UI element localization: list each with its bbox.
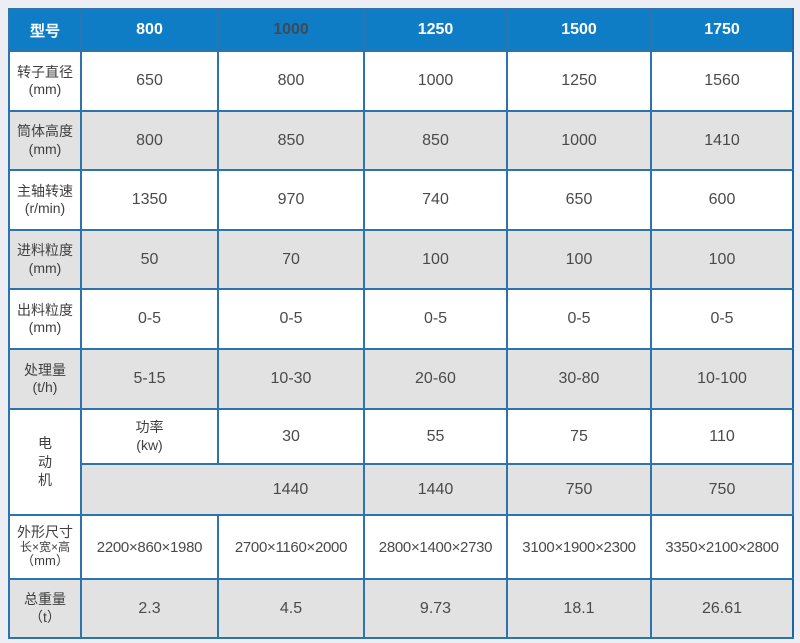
value-cell: 970 <box>217 169 365 231</box>
value-cell: 4.5 <box>217 578 365 639</box>
table-row-feed-size: 进料粒度 (mm) 50 70 100 100 100 <box>8 229 794 290</box>
model-header-cell: 1750 <box>650 8 794 52</box>
row-label: 筒体高度 (mm) <box>8 110 82 171</box>
value-cell: 2.3 <box>80 578 219 639</box>
model-header-cell: 1500 <box>506 8 652 52</box>
value-cell: 10-100 <box>650 348 794 410</box>
table-row-rotor-diameter: 转子直径 (mm) 650 800 1000 1250 1560 <box>8 50 794 112</box>
value-cell: 650 <box>80 50 219 112</box>
table-row-total-weight: 总重量 （t） 2.3 4.5 9.73 18.1 26.61 <box>8 578 794 639</box>
row-label-name: 进料粒度 <box>17 242 73 258</box>
motor-label-text: 电动机 <box>38 434 52 489</box>
motor-power-label: 功率 (kw) <box>80 408 219 465</box>
value-cell: 2200×860×1980 <box>80 514 219 580</box>
dims-label-line1: 外形尺寸 <box>17 524 73 541</box>
value-cell: 100 <box>650 229 794 290</box>
value-cell: 750 <box>650 463 794 516</box>
row-label-unit: (t/h) <box>32 379 58 395</box>
value-cell: 1410 <box>650 110 794 171</box>
model-header-cell: 1250 <box>363 8 508 52</box>
row-label-unit: (mm) <box>28 259 62 276</box>
row-label-name: 出料粒度 <box>17 301 73 318</box>
value-cell: 740 <box>363 169 508 231</box>
table-row-capacity: 处理量 (t/h) 5-15 10-30 20-60 30-80 10-100 <box>8 348 794 410</box>
value-cell: 26.61 <box>650 578 794 639</box>
value-cell: 3100×1900×2300 <box>506 514 652 580</box>
table-row-spindle-speed: 主轴转速 (r/min) 1350 970 740 650 600 <box>8 169 794 231</box>
row-label: 转子直径 (mm) <box>8 50 82 112</box>
dims-label-line3: （mm） <box>21 553 69 569</box>
value-cell: 30-80 <box>506 348 652 410</box>
value-cell: 0-5 <box>80 288 219 350</box>
table-row-motor-power: 电动机 功率 (kw) 30 55 75 110 <box>8 408 794 516</box>
value-cell: 0-5 <box>217 288 365 350</box>
motor-power-label-name: 功率 <box>135 419 164 435</box>
value-cell: 750 <box>506 463 652 516</box>
value-cell: 0-5 <box>363 288 508 350</box>
model-header-cell: 800 <box>80 8 219 52</box>
model-header-cell: 1000 <box>217 8 365 52</box>
value-cell: 3350×2100×2800 <box>650 514 794 580</box>
row-label-unit: （t） <box>29 608 61 625</box>
value-cell: 600 <box>650 169 794 231</box>
value-cell: 800 <box>217 50 365 112</box>
value-cell: 100 <box>363 229 508 290</box>
value-cell: 1440 <box>363 463 508 516</box>
value-cell: 1350 <box>80 169 219 231</box>
value-cell: 1000 <box>363 50 508 112</box>
row-label-name: 转子直径 <box>17 63 73 80</box>
row-label: 进料粒度 (mm) <box>8 229 82 290</box>
value-cell: 30 <box>217 408 365 465</box>
value-cell: 1560 <box>650 50 794 112</box>
value-cell: 55 <box>363 408 508 465</box>
value-cell: 650 <box>506 169 652 231</box>
row-label: 出料粒度 (mm) <box>8 288 82 350</box>
row-label-name: 总重量 <box>24 591 66 607</box>
row-label: 处理量 (t/h) <box>8 348 82 410</box>
value-cell: 1440 <box>218 463 365 516</box>
value-cell: 850 <box>363 110 508 171</box>
value-cell: 5-15 <box>80 348 219 410</box>
value-cell: 75 <box>506 408 652 465</box>
value-cell: 110 <box>650 408 794 465</box>
row-label-unit: (mm) <box>28 319 62 335</box>
header-row: 型号 800 1000 1250 1500 1750 <box>8 8 794 52</box>
value-cell: 800 <box>80 110 219 171</box>
value-cell: 850 <box>217 110 365 171</box>
value-cell: 70 <box>217 229 365 290</box>
row-label-unit: (r/min) <box>24 200 66 216</box>
value-cell: 2700×1160×2000 <box>217 514 365 580</box>
value-cell: 1000 <box>506 110 652 171</box>
row-label: 总重量 （t） <box>8 578 82 639</box>
row-label-name: 筒体高度 <box>17 123 73 139</box>
row-label-name: 主轴转速 <box>17 182 73 199</box>
value-cell: 18.1 <box>506 578 652 639</box>
value-cell: 100 <box>506 229 652 290</box>
row-label-name: 处理量 <box>24 361 66 378</box>
table-row-dimensions: 外形尺寸 长×宽×高 （mm） 2200×860×1980 2700×1160×… <box>8 514 794 580</box>
table-row-body-height: 筒体高度 (mm) 800 850 850 1000 1410 <box>8 110 794 171</box>
spec-table: 型号 800 1000 1250 1500 1750 转子直径 (mm) 650… <box>8 8 794 639</box>
row-label: 外形尺寸 长×宽×高 （mm） <box>8 514 82 580</box>
value-cell: 0-5 <box>506 288 652 350</box>
dims-label-line2: 长×宽×高 <box>19 539 71 554</box>
value-cell: 20-60 <box>363 348 508 410</box>
model-label-cell: 型号 <box>8 8 82 52</box>
table-row-motor-speed: 1440 1440 750 750 750 <box>9 463 794 516</box>
value-cell: 9.73 <box>363 578 508 639</box>
value-cell: 1250 <box>506 50 652 112</box>
row-label-unit: (mm) <box>28 140 62 157</box>
motor-speed-label-empty <box>80 463 218 516</box>
motor-group-label: 电动机 <box>8 408 82 516</box>
row-label: 主轴转速 (r/min) <box>8 169 82 231</box>
value-cell: 50 <box>80 229 219 290</box>
table-row-discharge-size: 出料粒度 (mm) 0-5 0-5 0-5 0-5 0-5 <box>8 288 794 350</box>
value-cell: 0-5 <box>650 288 794 350</box>
row-label-unit: (mm) <box>28 81 62 97</box>
value-cell: 10-30 <box>217 348 365 410</box>
motor-power-label-unit: (kw) <box>136 436 163 453</box>
value-cell: 2800×1400×2730 <box>363 514 508 580</box>
